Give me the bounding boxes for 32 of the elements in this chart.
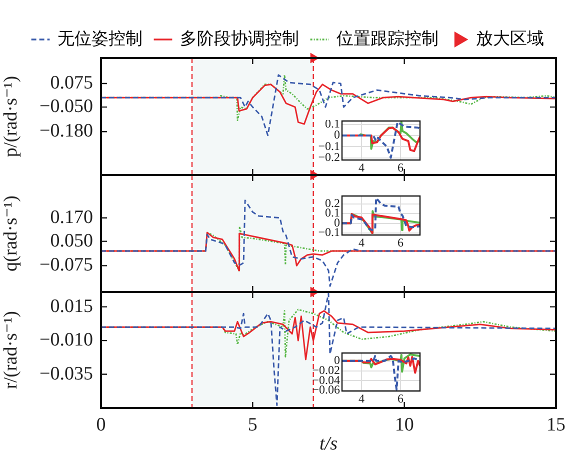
x-tick-label: 4 [358, 235, 364, 250]
x-tick-label: 4 [358, 160, 364, 174]
line-series [342, 196, 420, 232]
x-tick-label: 15 [546, 414, 565, 436]
legend-label: 位置跟踪控制 [336, 28, 438, 48]
x-axis-title: t/s [320, 434, 338, 455]
legend-label: 多阶段协调控制 [180, 28, 299, 48]
x-tick-label: 6 [398, 160, 404, 174]
y-tick-label: 0.015 [50, 296, 93, 317]
x-tick-label: 0 [96, 414, 106, 436]
x-tick-label: 10 [394, 414, 414, 436]
y-tick-label: 0.050 [50, 230, 93, 252]
legend-label: 无位姿控制 [58, 28, 142, 48]
y-tick-label: −0.075 [40, 254, 93, 276]
x-tick-label: 6 [398, 391, 404, 406]
y-tick-label: −0.050 [40, 96, 93, 118]
y-tick-label: 0.170 [50, 206, 93, 228]
line-series [101, 200, 556, 287]
line-series [342, 121, 420, 159]
y-axis-title: q(rad·s⁻¹) [0, 196, 22, 272]
line-series [101, 292, 556, 406]
legend-label: 放大区域 [476, 28, 544, 48]
y-tick-label: −0.180 [40, 120, 93, 142]
x-tick-label: 5 [248, 414, 258, 436]
line-series [342, 354, 420, 391]
y-axis-title: p/(rad·s⁻¹) [0, 76, 22, 158]
y-tick-label: −0.010 [40, 330, 93, 351]
y-tick-label: −0.035 [40, 363, 93, 384]
y-axis-title: r/(rad·s⁻¹) [0, 311, 22, 389]
x-tick-label: 4 [358, 391, 364, 406]
y-tick-label: 0.075 [50, 72, 93, 94]
x-tick-label: 6 [398, 235, 404, 250]
